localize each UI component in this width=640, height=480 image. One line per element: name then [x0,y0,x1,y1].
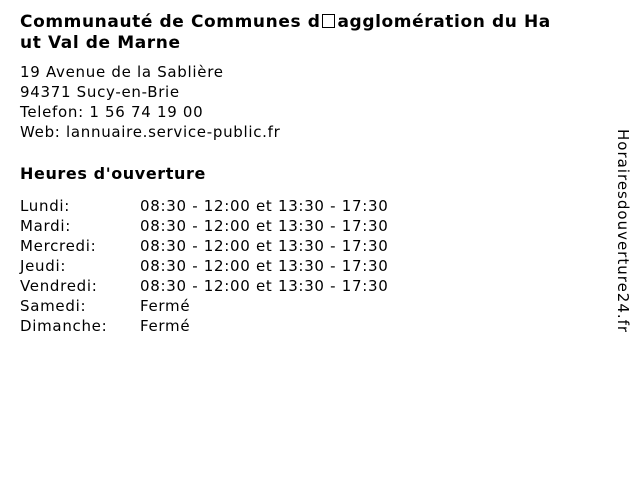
day-hours: 08:30 - 12:00 et 13:30 - 17:30 [140,197,389,215]
phone-label: Telefon: [20,103,84,121]
site-watermark: Horairesdouverture24.fr [614,129,632,334]
title-line2: ut Val de Marne [20,33,181,53]
web-address: lannuaire.service-public.fr [66,123,281,141]
hours-row: Vendredi: 08:30 - 12:00 et 13:30 - 17:30 [20,276,388,296]
day-hours: 08:30 - 12:00 et 13:30 - 17:30 [140,277,389,295]
day-hours: 08:30 - 12:00 et 13:30 - 17:30 [140,217,389,235]
day-hours: 08:30 - 12:00 et 13:30 - 17:30 [140,257,389,275]
phone-number: 1 56 74 19 00 [89,103,204,121]
hours-table: Lundi: 08:30 - 12:00 et 13:30 - 17:30 Mar… [20,196,388,336]
day-label: Mardi: [20,217,71,235]
address-city: 94371 Sucy-en-Brie [20,83,180,101]
day-hours: Fermé [140,317,191,335]
hours-heading: Heures d'ouverture [20,164,206,183]
day-label: Mercredi: [20,237,97,255]
hours-row: Mercredi: 08:30 - 12:00 et 13:30 - 17:30 [20,236,388,256]
day-label: Vendredi: [20,277,98,295]
hours-row: Mardi: 08:30 - 12:00 et 13:30 - 17:30 [20,216,388,236]
day-hours: 08:30 - 12:00 et 13:30 - 17:30 [140,237,389,255]
day-label: Lundi: [20,197,71,215]
day-label: Dimanche: [20,317,108,335]
title-line1-before-box: Communauté de Communes d [20,12,321,32]
address-block: 19 Avenue de la Sablière 94371 Sucy-en-B… [20,62,281,142]
web-line: Web: lannuaire.service-public.fr [20,122,281,142]
page-title: Communauté de Communes d agglomération du… [20,12,551,54]
phone-line: Telefon: 1 56 74 19 00 [20,102,281,122]
hours-row: Dimanche: Fermé [20,316,388,336]
hours-row: Samedi: Fermé [20,296,388,316]
web-label: Web: [20,123,61,141]
missing-glyph-box-icon [322,14,336,28]
day-hours: Fermé [140,297,191,315]
hours-row: Jeudi: 08:30 - 12:00 et 13:30 - 17:30 [20,256,388,276]
day-label: Samedi: [20,297,87,315]
day-label: Jeudi: [20,257,67,275]
address-street: 19 Avenue de la Sablière [20,63,224,81]
hours-row: Lundi: 08:30 - 12:00 et 13:30 - 17:30 [20,196,388,216]
title-line1-after-box: agglomération du Ha [337,12,551,32]
